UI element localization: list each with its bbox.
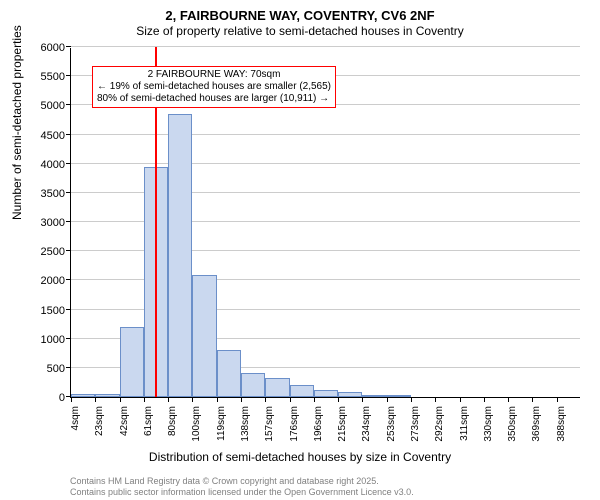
y-tick-mark	[66, 367, 71, 368]
y-tick-mark	[66, 309, 71, 310]
histogram-bar	[217, 350, 241, 397]
x-tick-mark	[120, 397, 121, 402]
histogram-bar	[241, 373, 265, 398]
histogram-bar	[290, 385, 314, 397]
histogram-bar	[71, 394, 95, 398]
chart-title-main: 2, FAIRBOURNE WAY, COVENTRY, CV6 2NF	[0, 8, 600, 23]
y-tick-label: 0	[15, 392, 65, 404]
x-tick-label: 196sqm	[313, 406, 324, 446]
x-tick-label: 176sqm	[289, 406, 300, 446]
x-tick-mark	[290, 397, 291, 402]
x-tick-label: 138sqm	[240, 406, 251, 446]
x-tick-mark	[144, 397, 145, 402]
y-tick-mark	[66, 338, 71, 339]
annotation-line: 2 FAIRBOURNE WAY: 70sqm	[97, 69, 331, 81]
x-tick-mark	[314, 397, 315, 402]
x-tick-label: 157sqm	[264, 406, 275, 446]
x-tick-mark	[71, 397, 72, 402]
x-tick-label: 350sqm	[507, 406, 518, 446]
y-tick-label: 5000	[15, 100, 65, 112]
y-tick-label: 5500	[15, 71, 65, 83]
footer-attribution: Contains HM Land Registry data © Crown c…	[70, 476, 414, 498]
y-tick-label: 6000	[15, 42, 65, 54]
x-tick-label: 253sqm	[386, 406, 397, 446]
footer-line1: Contains HM Land Registry data © Crown c…	[70, 476, 414, 487]
x-tick-mark	[362, 397, 363, 402]
y-tick-label: 2500	[15, 246, 65, 258]
x-tick-mark	[532, 397, 533, 402]
y-tick-label: 4500	[15, 130, 65, 142]
y-tick-label: 1000	[15, 334, 65, 346]
x-tick-mark	[192, 397, 193, 402]
x-tick-label: 388sqm	[556, 406, 567, 446]
x-axis-label: Distribution of semi-detached houses by …	[0, 450, 600, 464]
x-tick-mark	[338, 397, 339, 402]
histogram-bar	[168, 114, 192, 397]
y-tick-label: 3500	[15, 188, 65, 200]
y-tick-label: 3000	[15, 217, 65, 229]
y-tick-label: 2000	[15, 275, 65, 287]
histogram-bar	[387, 395, 411, 397]
annotation-box: 2 FAIRBOURNE WAY: 70sqm← 19% of semi-det…	[92, 66, 336, 108]
x-tick-label: 369sqm	[531, 406, 542, 446]
grid-line	[71, 163, 580, 164]
footer-line2: Contains public sector information licen…	[70, 487, 414, 498]
x-tick-label: 119sqm	[216, 406, 227, 446]
x-tick-label: 61sqm	[143, 406, 154, 446]
x-tick-mark	[217, 397, 218, 402]
x-tick-mark	[508, 397, 509, 402]
grid-line	[71, 134, 580, 135]
annotation-line: 80% of semi-detached houses are larger (…	[97, 93, 331, 105]
x-tick-label: 330sqm	[483, 406, 494, 446]
histogram-bar	[314, 390, 338, 397]
x-tick-mark	[265, 397, 266, 402]
x-tick-label: 4sqm	[70, 406, 81, 446]
histogram-bar	[95, 394, 119, 398]
x-tick-mark	[168, 397, 169, 402]
x-tick-mark	[95, 397, 96, 402]
y-tick-label: 4000	[15, 159, 65, 171]
histogram-bar	[338, 392, 362, 397]
y-tick-label: 500	[15, 363, 65, 375]
x-tick-label: 292sqm	[434, 406, 445, 446]
grid-line	[71, 46, 580, 47]
x-tick-label: 80sqm	[167, 406, 178, 446]
histogram-bar	[265, 378, 289, 397]
y-tick-mark	[66, 192, 71, 193]
y-tick-label: 1500	[15, 305, 65, 317]
x-tick-label: 23sqm	[94, 406, 105, 446]
x-tick-label: 100sqm	[191, 406, 202, 446]
y-tick-mark	[66, 279, 71, 280]
annotation-line: ← 19% of semi-detached houses are smalle…	[97, 81, 331, 93]
histogram-bar	[192, 275, 216, 398]
x-tick-mark	[241, 397, 242, 402]
x-tick-label: 42sqm	[119, 406, 130, 446]
x-tick-label: 311sqm	[459, 406, 470, 446]
y-tick-mark	[66, 163, 71, 164]
x-tick-mark	[557, 397, 558, 402]
x-tick-mark	[387, 397, 388, 402]
x-tick-mark	[411, 397, 412, 402]
y-tick-mark	[66, 134, 71, 135]
y-tick-mark	[66, 46, 71, 47]
y-tick-mark	[66, 221, 71, 222]
x-tick-mark	[460, 397, 461, 402]
histogram-bar	[120, 327, 144, 397]
x-tick-label: 234sqm	[361, 406, 372, 446]
x-tick-label: 273sqm	[410, 406, 421, 446]
y-tick-mark	[66, 75, 71, 76]
histogram-bar	[362, 395, 386, 397]
x-tick-mark	[435, 397, 436, 402]
x-tick-mark	[484, 397, 485, 402]
y-tick-mark	[66, 104, 71, 105]
y-tick-mark	[66, 250, 71, 251]
chart-title-sub: Size of property relative to semi-detach…	[0, 24, 600, 38]
x-tick-label: 215sqm	[337, 406, 348, 446]
